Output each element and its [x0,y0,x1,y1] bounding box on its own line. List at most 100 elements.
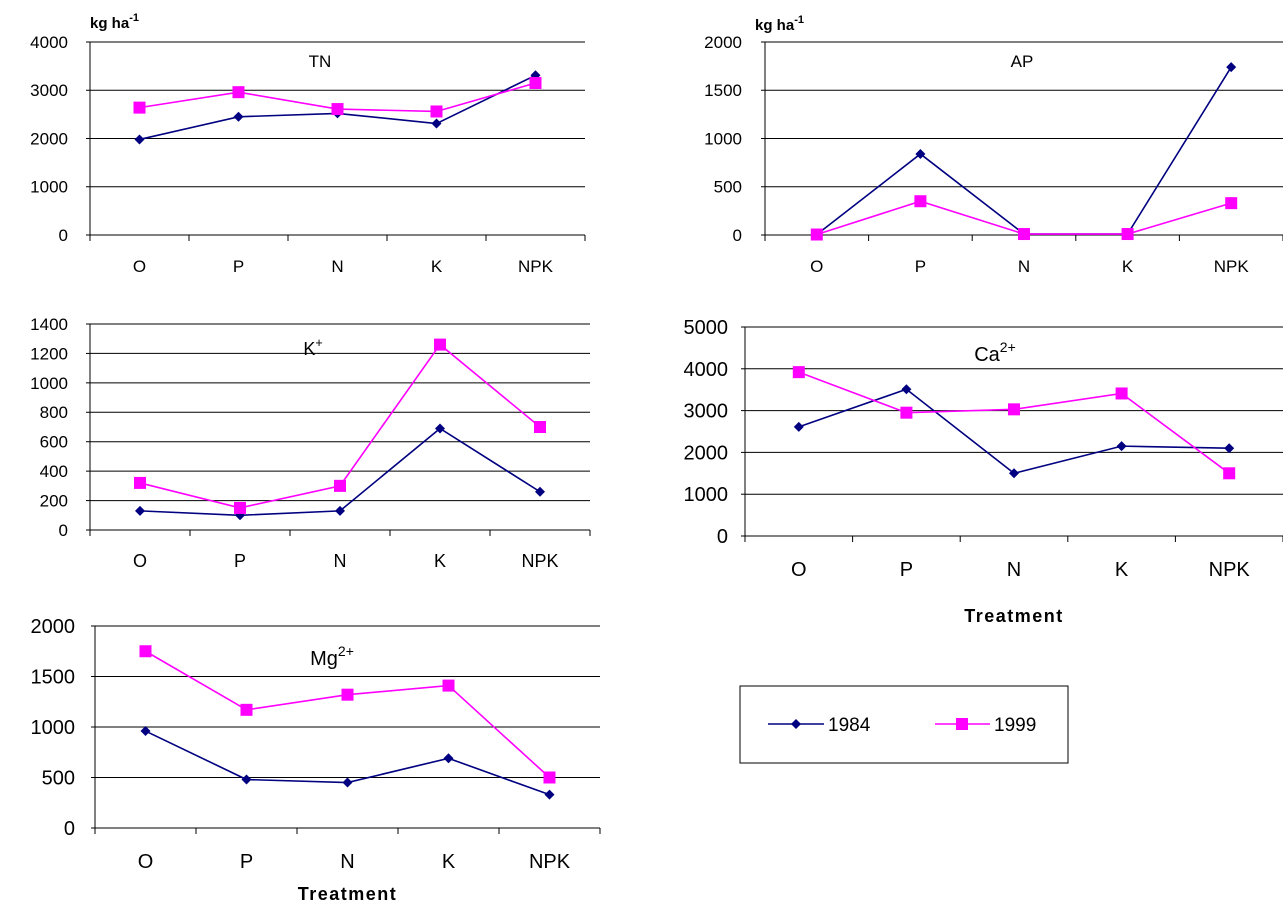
y-tick-label: 200 [40,492,68,511]
y-tick-label: 4000 [684,359,729,381]
point-1984 [140,726,151,737]
y-tick-label: 1400 [30,315,68,334]
point-1999 [543,771,556,784]
x-tick-label: P [900,559,913,581]
y-tick-label: 4000 [30,33,68,52]
y-tick-label: 1000 [31,717,76,739]
x-tick-label: K [434,551,446,571]
y-tick-label: 500 [42,768,75,790]
point-1984 [544,789,555,800]
point-1984 [135,505,145,516]
y-tick-label: 3000 [30,81,68,100]
point-1999 [240,703,253,716]
point-1984 [342,777,353,788]
x-tick-label: O [791,559,807,581]
point-1999 [341,688,354,701]
unit-label: kg ha-1 [755,14,804,34]
chart-panel: 0 500 1000 1500 2000 O P N K NPK Mg2+ Treatment [31,616,601,904]
x-tick-label: P [234,551,246,571]
point-1999 [534,421,546,433]
panel-title: K+ [303,336,322,359]
x-tick-label: NPK [518,257,554,276]
series-line-1999 [145,650,551,779]
point-1999 [1115,387,1128,400]
y-tick-label: 0 [59,226,68,245]
unit-label: kg ha-1 [90,12,139,32]
legend: 1984 1999 [739,685,1069,764]
point-1999 [914,195,927,208]
point-1999 [139,645,152,658]
y-tick-label: 0 [733,226,742,245]
y-tick-label: 400 [40,462,68,481]
x-tick-label: P [915,257,926,276]
point-1984 [134,134,145,145]
point-1984 [1116,441,1127,452]
panel-title: Ca2+ [974,339,1016,366]
x-tick-label: N [334,551,347,571]
point-1984 [435,423,445,434]
y-tick-label: 1500 [31,667,76,689]
x-tick-label: O [138,851,154,873]
panel-title: AP [1011,52,1034,71]
point-1984 [431,118,442,129]
point-1999 [1121,228,1134,241]
x-tick-label: N [1018,257,1030,276]
x-tick-label: N [331,257,343,276]
x-tick-label: P [240,851,253,873]
y-tick-label: 1000 [30,178,68,197]
x-tick-label: K [431,257,443,276]
legend-marker-1984 [791,719,801,729]
series-line-1984 [816,66,1232,236]
y-tick-label: 1000 [684,484,729,506]
point-1999 [134,476,146,489]
y-tick-label: 0 [717,526,728,548]
point-1984 [1224,443,1235,454]
point-1984 [915,148,926,159]
point-1999 [331,103,344,116]
point-1999 [1018,228,1030,241]
point-1999 [232,86,245,99]
chart-panel: 0 1000 2000 3000 4000 O P N K NPK TN kg ha-1 [30,12,586,276]
point-1999 [430,105,443,118]
x-tick-label: N [1007,559,1021,581]
panel-title: Mg2+ [310,643,354,670]
x-tick-label: N [340,851,354,873]
point-1999 [529,77,542,90]
x-tick-label: O [810,257,823,276]
x-tick-label: O [133,257,146,276]
point-1999 [810,228,823,241]
x-tick-label: NPK [529,851,571,873]
x-tick-label: NPK [1214,257,1250,276]
y-tick-label: 800 [40,403,68,422]
y-tick-label: 1000 [704,129,742,148]
point-1999 [434,338,446,351]
legend-label-1999: 1999 [994,715,1036,736]
y-tick-label: 2000 [30,129,68,148]
point-1999 [1223,467,1236,480]
point-1999 [334,479,346,492]
y-tick-label: 3000 [684,401,729,423]
panel-title: TN [309,52,332,71]
y-tick-label: 5000 [684,317,729,339]
x-axis-title: Treatment [298,884,398,904]
point-1984 [1009,468,1019,479]
y-tick-label: 500 [714,178,742,197]
y-tick-label: 0 [59,521,68,540]
chart-panel: 0 200 400 600 800 1000 1200 1400 O P N K NPK K+ [30,315,591,571]
y-tick-label: 1200 [30,344,68,363]
point-1999 [792,366,805,379]
x-tick-label: P [233,257,244,276]
point-1999 [133,101,146,114]
y-tick-label: 600 [40,433,68,452]
point-1984 [1226,62,1237,73]
y-tick-label: 2000 [684,442,729,464]
x-axis-title: Treatment [964,606,1064,626]
chart-panel: 0 500 1000 1500 2000 O P N K NPK AP kg ha-1 [704,14,1283,276]
y-tick-label: 2000 [704,33,742,52]
legend-label-1984: 1984 [828,715,871,736]
y-tick-label: 1000 [30,374,68,393]
y-tick-label: 0 [64,818,75,840]
point-1984 [535,486,545,497]
point-1999 [1225,197,1238,210]
